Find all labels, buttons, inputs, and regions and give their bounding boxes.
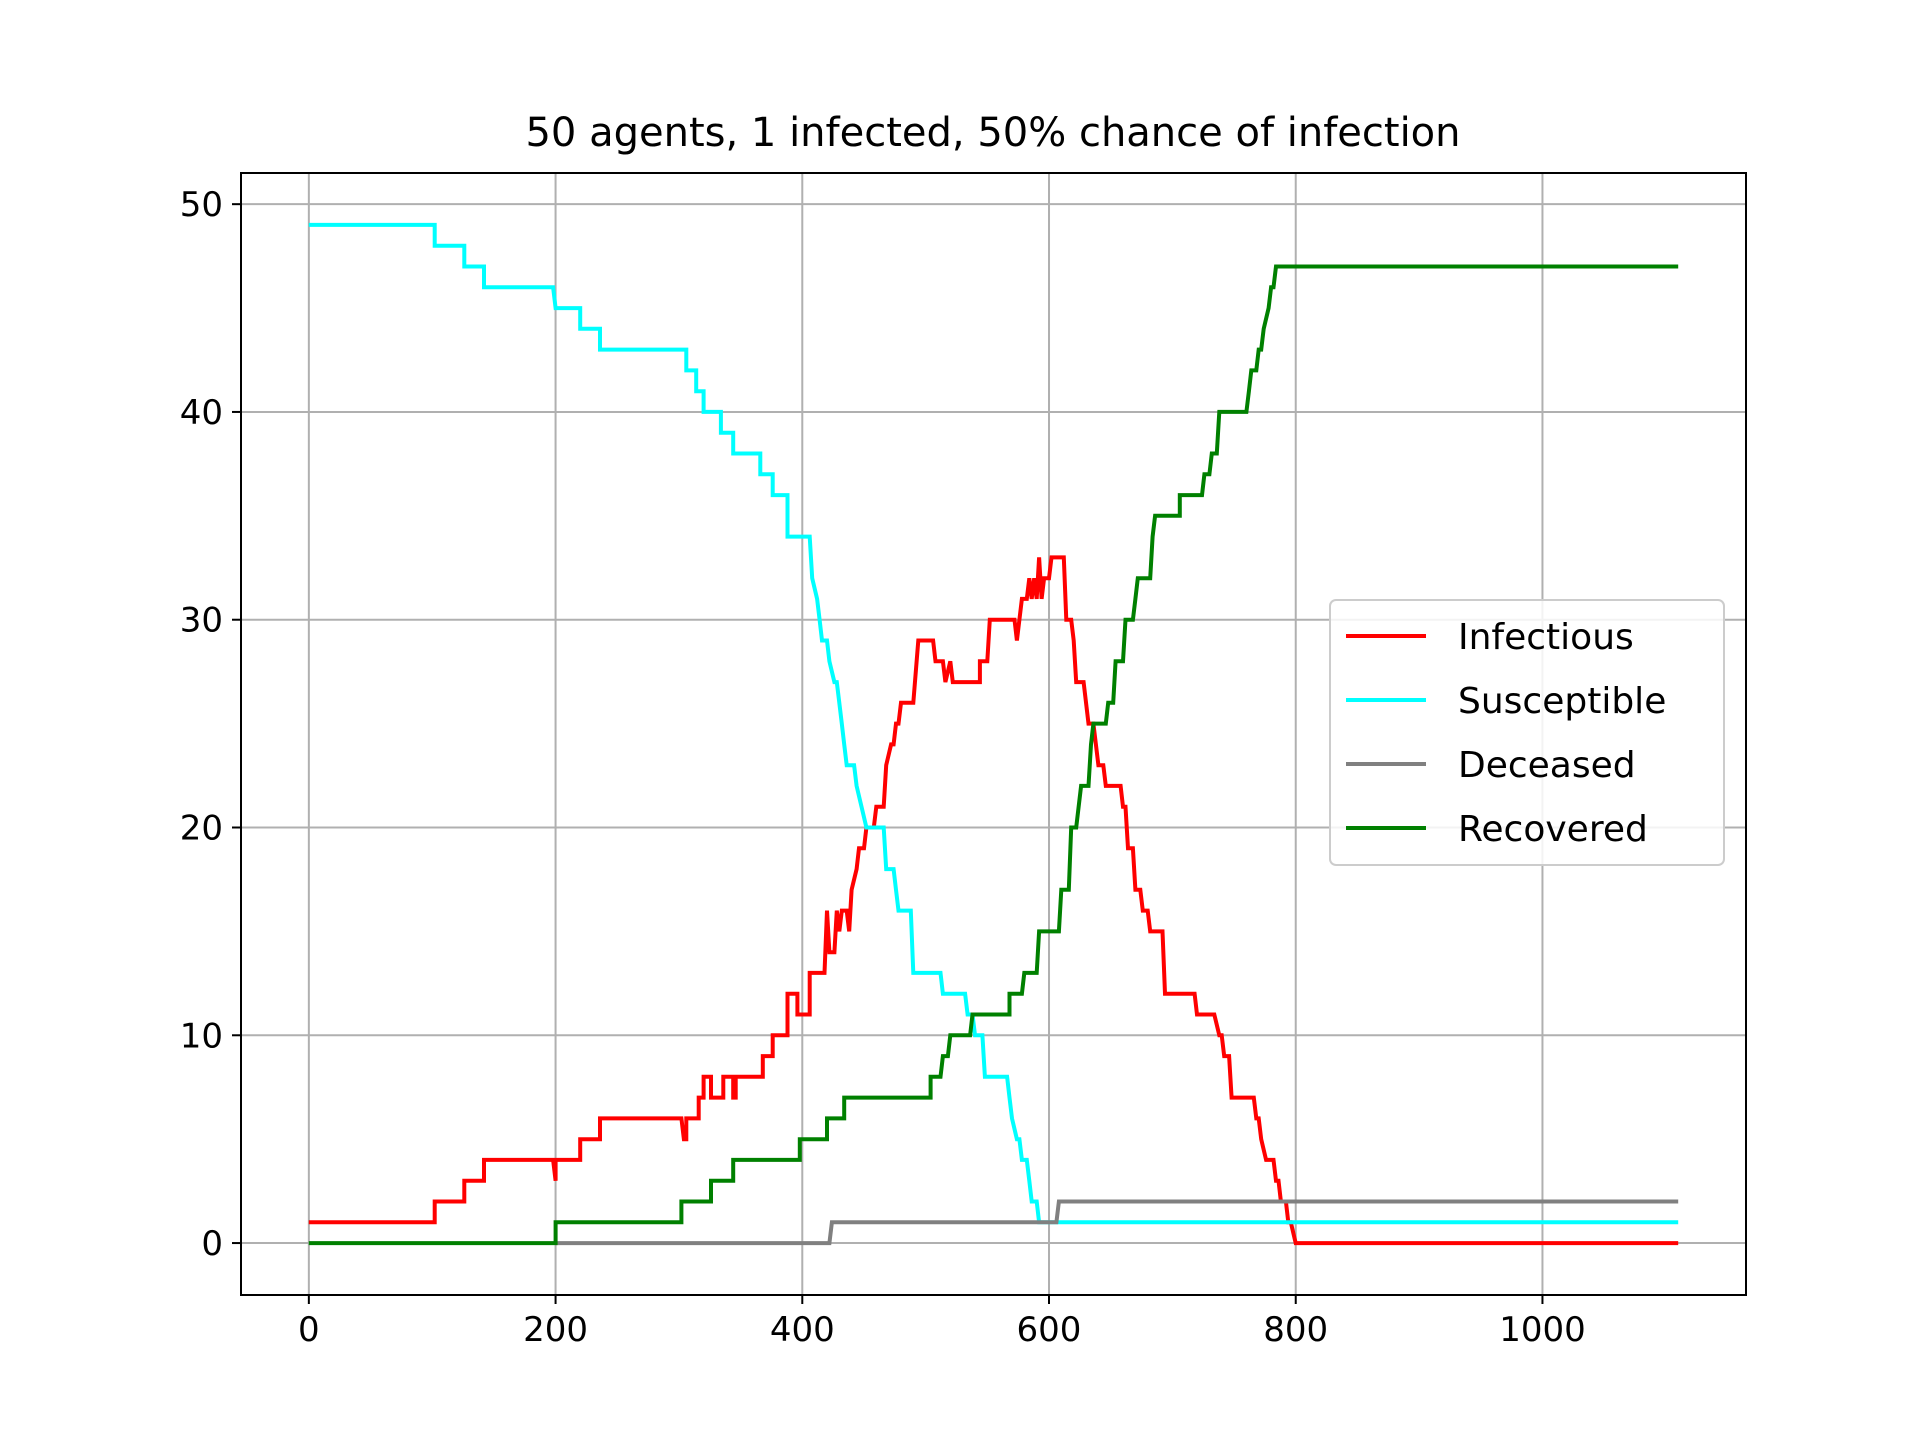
series-line-recovered bbox=[308, 264, 1679, 1246]
y-tick-label: 10 bbox=[180, 1016, 223, 1056]
y-tick-label: 0 bbox=[201, 1224, 223, 1264]
x-tick-label: 800 bbox=[1263, 1310, 1328, 1350]
y-tick-label: 50 bbox=[180, 185, 223, 225]
legend-label-deceased: Deceased bbox=[1458, 745, 1636, 786]
y-tick-label: 20 bbox=[180, 809, 223, 849]
series-line-susceptible bbox=[308, 222, 1679, 1225]
x-tick-label: 400 bbox=[770, 1310, 835, 1350]
x-tick-label: 200 bbox=[523, 1310, 588, 1350]
legend-label-recovered: Recovered bbox=[1458, 809, 1648, 850]
axis-ticks: 0 200 400 600 800 1000 0 10 20 30 40 50 bbox=[180, 185, 1586, 1350]
chart-title: 50 agents, 1 infected, 50% chance of inf… bbox=[525, 110, 1460, 156]
legend-label-infectious: Infectious bbox=[1458, 617, 1634, 658]
legend: Infectious Susceptible Deceased Recovered bbox=[1329, 599, 1725, 866]
series-line-deceased bbox=[555, 1199, 1679, 1246]
y-tick-label: 40 bbox=[180, 393, 223, 433]
x-tick-label: 600 bbox=[1017, 1310, 1082, 1350]
legend-label-susceptible: Susceptible bbox=[1458, 681, 1666, 722]
legend-box bbox=[1329, 599, 1725, 866]
x-tick-label: 1000 bbox=[1499, 1310, 1586, 1350]
x-tick-label: 0 bbox=[298, 1310, 320, 1350]
y-tick-label: 30 bbox=[180, 601, 223, 641]
series-line-infectious bbox=[308, 555, 1679, 1246]
plot-frame bbox=[240, 172, 1747, 1296]
series-lines bbox=[308, 222, 1679, 1246]
